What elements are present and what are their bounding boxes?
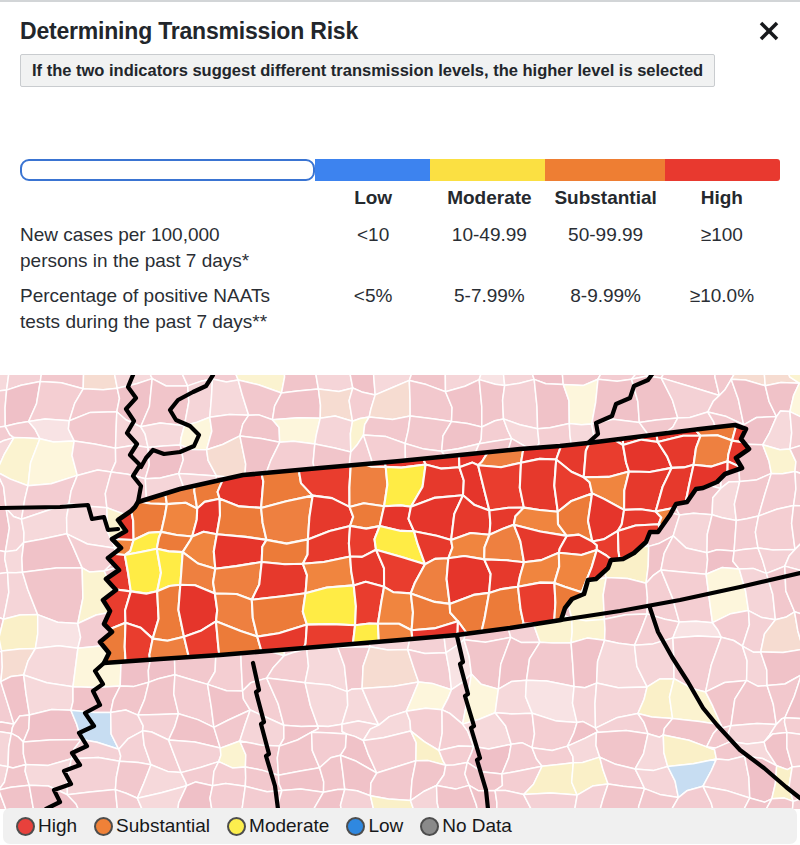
low-color-dot bbox=[346, 817, 365, 836]
risk-level-headers: Low Moderate Substantial High bbox=[315, 187, 780, 209]
close-button[interactable] bbox=[758, 20, 780, 42]
substantial-color-dot bbox=[94, 817, 113, 836]
header-moderate: Moderate bbox=[431, 187, 547, 209]
legend-item-moderate: Moderate bbox=[227, 815, 329, 837]
scale-high-segment bbox=[665, 159, 780, 181]
header-low: Low bbox=[315, 187, 431, 209]
transmission-map bbox=[0, 375, 800, 809]
header-substantial: Substantial bbox=[548, 187, 664, 209]
close-icon bbox=[758, 20, 780, 42]
legend-item-high: High bbox=[16, 815, 77, 837]
scale-low-segment bbox=[315, 159, 430, 181]
header-high: High bbox=[664, 187, 780, 209]
row-label-naat: Percentage of positive NAATs tests durin… bbox=[20, 283, 310, 335]
scale-substantial-segment bbox=[545, 159, 665, 181]
legend-item-substantial: Substantial bbox=[94, 815, 210, 837]
scale-empty-segment bbox=[20, 159, 315, 181]
high-color-dot bbox=[16, 817, 35, 836]
legend-item-low: Low bbox=[346, 815, 403, 837]
risk-scale-bar bbox=[20, 159, 780, 181]
legend-item-nodata: No Data bbox=[420, 815, 512, 837]
transmission-risk-modal: Determining Transmission Risk If the two… bbox=[0, 0, 800, 845]
modal-title: Determining Transmission Risk bbox=[20, 18, 358, 45]
map-legend: High Substantial Moderate Low No Data bbox=[3, 808, 797, 844]
moderate-color-dot bbox=[227, 817, 246, 836]
row-values-new-cases: <10 10-49.99 50-99.99 ≥100 bbox=[315, 224, 780, 246]
row-values-naat: <5% 5-7.99% 8-9.99% ≥10.0% bbox=[315, 285, 780, 307]
nodata-color-dot bbox=[420, 817, 439, 836]
row-label-new-cases: New cases per 100,000 persons in the pas… bbox=[20, 222, 310, 274]
scale-moderate-segment bbox=[430, 159, 545, 181]
note-box: If the two indicators suggest different … bbox=[20, 54, 715, 87]
